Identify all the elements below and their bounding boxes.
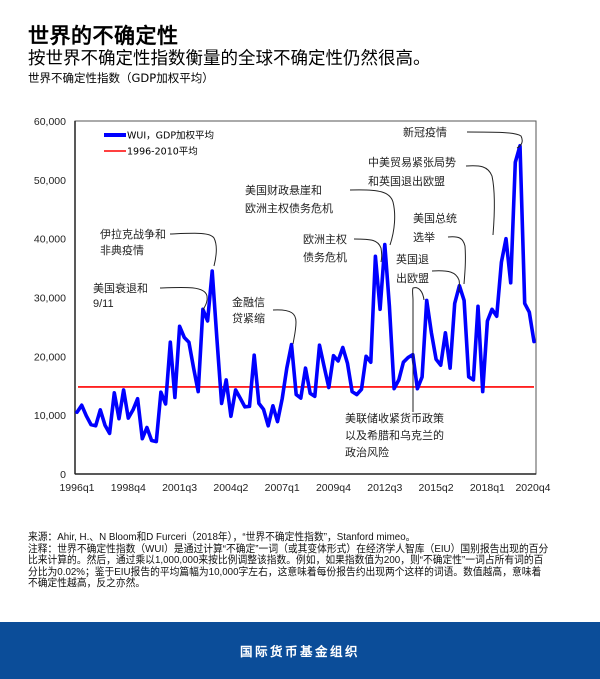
annotation-trade-brexit: 中美贸易紧张局势和英国退出欧盟: [368, 156, 456, 188]
y-tick-label: 0: [60, 469, 66, 481]
annotation-brexit: 英国退出欧盟: [396, 252, 429, 285]
y-axis: 0 10,000 20,000 30,000 40,000 50,000 60,000: [34, 116, 66, 481]
y-axis-unit-label: 世界不确定性指数（GDP加权平均）: [28, 71, 214, 85]
leader-iraq-sars: [169, 232, 217, 267]
x-tick-label: 1996q1: [59, 482, 94, 494]
annotation-leaders: [159, 131, 523, 412]
x-tick-label: 2007q1: [265, 482, 300, 494]
annotation-credit-crunch: 金融信贷紧缩: [232, 295, 265, 325]
legend: WUI，GDP加权平均 1996-2010平均: [104, 130, 214, 158]
y-tick-label: 30,000: [34, 293, 66, 305]
line-chart: 0 10,000 20,000 30,000 40,000 50,000 60,000 19…: [34, 116, 551, 494]
y-tick-label: 10,000: [34, 410, 66, 422]
x-tick-label: 2012q3: [367, 482, 402, 494]
annotation-euro-debt: 欧洲主权债务危机: [303, 233, 347, 264]
legend-avg-label: 1996-2010平均: [127, 146, 198, 158]
leader-covid: [466, 131, 523, 149]
x-tick-label: 1998q4: [111, 482, 146, 494]
annotation-recession-911: 美国衰退和 9/11: [93, 281, 148, 310]
x-axis: 1996q1 1998q4 2001q3 2004q2 2007q1 2009q4 2012…: [59, 482, 550, 494]
annotation-iraq-sars: 伊拉克战争和非典疫情: [100, 227, 166, 257]
wui-series-line: [75, 143, 536, 444]
annotation-fed-greece-ukraine: 美联储收紧货币政策以及希腊和乌克兰的政治风险: [345, 411, 444, 459]
leader-recession-911: [159, 286, 208, 311]
leader-fiscal-cliff: [349, 189, 396, 246]
annotation-labels: 美国衰退和 9/11 伊拉克战争和非典疫情 金融信贷紧缩 美国财政悬崖和欧洲主权债…: [93, 125, 457, 459]
x-tick-label: 2009q4: [316, 482, 351, 494]
y-tick-label: 40,000: [34, 234, 66, 246]
plot-frame: [74, 120, 537, 475]
x-tick-label: 2020q4: [515, 482, 550, 494]
x-tick-label: 2001q3: [162, 482, 197, 494]
annotation-fiscal-cliff: 美国财政悬崖和欧洲主权债务危机: [245, 183, 333, 215]
x-tick-label: 2015q2: [419, 482, 454, 494]
leader-euro-debt: [353, 238, 383, 263]
org-name: 国际货币基金组织: [239, 644, 360, 659]
x-tick-label: 2018q1: [470, 482, 505, 494]
y-tick-label: 20,000: [34, 351, 66, 363]
leader-credit-crunch: [272, 309, 297, 345]
leader-brexit: [431, 270, 460, 293]
source-note: 来源：Ahir, H.、N Bloom和D Furceri（2018年），“世界…: [28, 531, 416, 543]
legend-wui-label: WUI，GDP加权平均: [127, 130, 214, 142]
leader-fed-greece-ukraine: [412, 287, 425, 412]
x-tick-label: 2004q2: [213, 482, 248, 494]
explanatory-note: 注释：世界不确定性指数（WUI）是通过计算“不确定”一词（或其变体形式）在经济学…: [28, 542, 549, 589]
y-tick-label: 50,000: [34, 175, 66, 187]
annotation-us-election: 美国总统选举: [413, 211, 457, 244]
footer-banner: 国际货币基金组织: [0, 622, 600, 679]
y-tick-label: 60,000: [34, 116, 66, 128]
annotation-covid: 新冠疫情: [403, 125, 447, 139]
chart-notes: 来源：Ahir, H.、N Bloom和D Furceri（2018年），“世界…: [28, 531, 549, 590]
chart-title: 世界的不确定性: [28, 24, 179, 48]
leader-trade-brexit: [465, 165, 495, 236]
leader-us-election: [447, 236, 466, 285]
chart-subtitle: 按世界不确定性指数衡量的全球不确定性仍然很高。: [28, 49, 431, 69]
